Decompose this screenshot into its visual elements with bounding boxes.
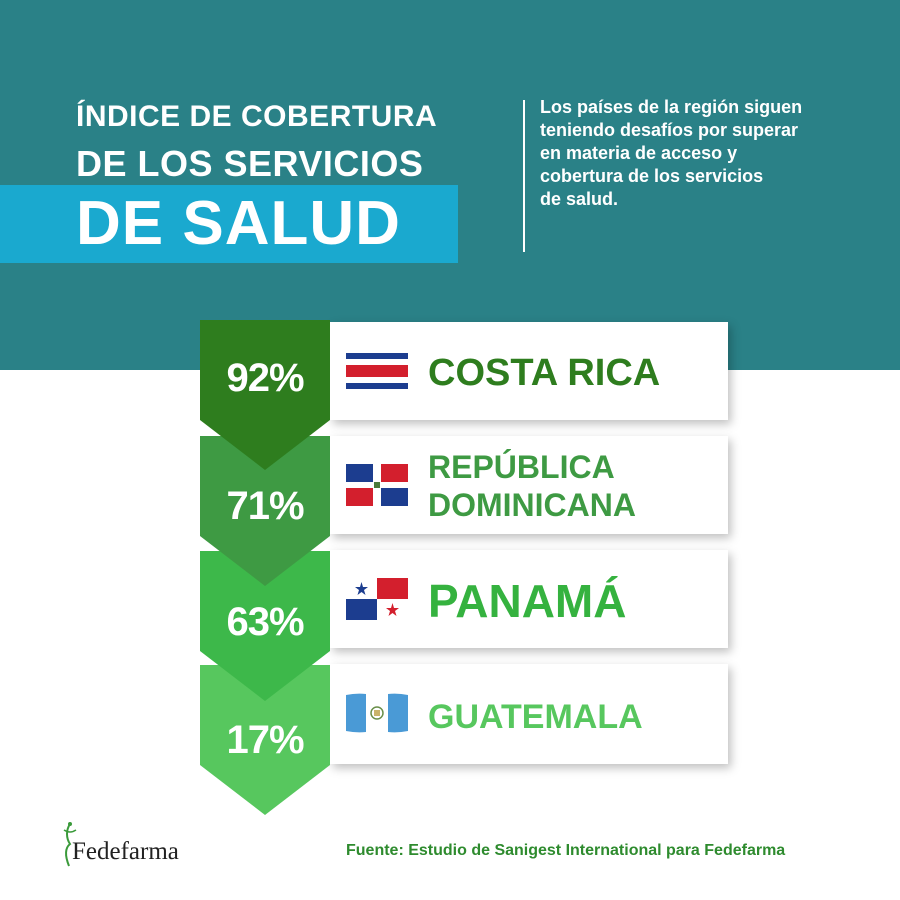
value-arrow-1 xyxy=(200,436,330,586)
description-line: cobertura de los servicios xyxy=(540,166,764,186)
dominican-republic-flag-icon xyxy=(346,464,408,506)
country-label-line: DOMINICANA xyxy=(428,487,636,523)
country-label-1: REPÚBLICA DOMINICANA xyxy=(428,448,636,524)
country-label-0: COSTA RICA xyxy=(428,352,661,394)
title-highlight-band xyxy=(0,185,458,263)
row-card-panama: PANAMÁ xyxy=(330,550,728,648)
guatemala-flag-icon xyxy=(346,693,408,733)
country-label-line: REPÚBLICA xyxy=(428,449,615,485)
value-label-0: 92% xyxy=(226,356,304,400)
value-arrow-0 xyxy=(200,320,330,470)
description-line: en materia de acceso y xyxy=(540,143,738,163)
value-label-1: 71% xyxy=(226,484,304,528)
value-arrow-3 xyxy=(200,665,330,815)
row-card-costa-rica: COSTA RICA xyxy=(330,322,728,420)
description-line: teniendo desafíos por superar xyxy=(540,120,799,140)
row-card-dominican-republic: REPÚBLICA DOMINICANA xyxy=(330,436,728,534)
country-label-2: PANAMÁ xyxy=(428,575,627,627)
title-line-1: ÍNDICE DE COBERTURA xyxy=(76,100,438,133)
country-label-3: GUATEMALA xyxy=(428,698,643,736)
fedefarma-logo-text: Fedefarma xyxy=(72,838,179,865)
fedefarma-logo-icon xyxy=(63,822,77,867)
source-note: Fuente: Estudio de Sanigest Internationa… xyxy=(346,842,786,859)
costa-rica-flag-icon xyxy=(346,351,408,391)
value-label-3: 17% xyxy=(226,718,304,762)
title-line-3: DE SALUD xyxy=(76,189,401,258)
description-line: Los países de la región siguen xyxy=(540,97,803,117)
value-label-2: 63% xyxy=(226,600,304,644)
header-divider xyxy=(523,100,525,252)
row-card-guatemala: GUATEMALA xyxy=(330,664,728,764)
panama-flag-icon xyxy=(346,578,408,620)
header-description: Los países de la región siguen teniendo … xyxy=(540,96,870,211)
title-line-2: DE LOS SERVICIOS xyxy=(76,143,424,184)
value-arrow-2 xyxy=(200,551,330,701)
description-line: de salud. xyxy=(540,189,619,209)
